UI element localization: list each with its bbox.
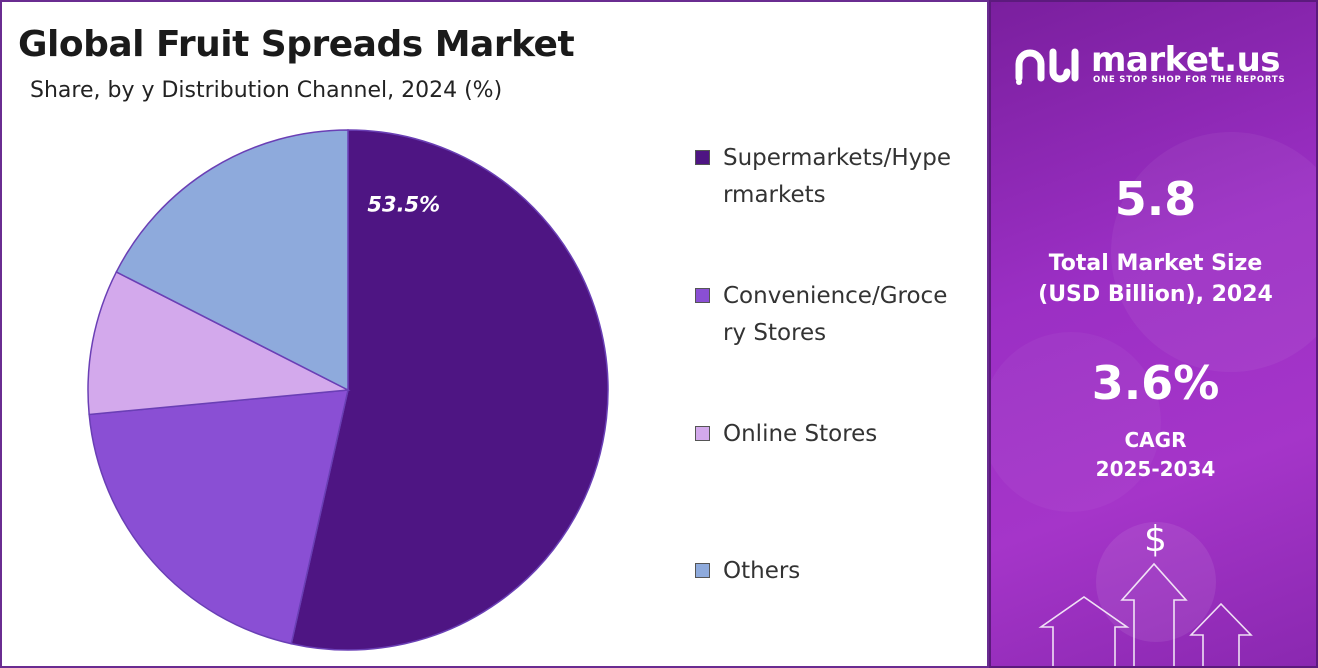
summary-sidebar: market.us ONE STOP SHOP FOR THE REPORTS … [989,0,1318,668]
pie-slice-4 [115,129,349,392]
market-size-value: 5.8 [1114,172,1197,226]
legend-label: Others [723,558,801,584]
chart-panel: Global Fruit Spreads Market Share, by y … [0,0,989,668]
legend-swatch [695,426,710,441]
pie-chart: 53.5% [87,129,609,651]
pie-slice-3 [87,270,351,416]
background-decoration [991,132,1316,666]
pie-slice-2 [88,389,349,645]
market-us-logo-icon [1015,48,1079,85]
brand-logo: market.us ONE STOP SHOP FOR THE REPORTS [1011,40,1301,92]
brand-name: market.us [1091,40,1281,80]
arrow-up-center-icon [1120,562,1188,666]
dollar-icon: $ [1144,519,1167,560]
chart-subtitle: Share, by y Distribution Channel, 2024 (… [30,78,503,103]
brand-tagline: ONE STOP SHOP FOR THE REPORTS [1093,75,1286,85]
cagr-value: 3.6% [1091,356,1220,410]
cagr-label-line2: 2025-2034 [1095,457,1216,481]
legend-label: Convenience/Grocery Stores [723,283,948,346]
legend-label: Online Stores [723,421,878,447]
legend-label: Supermarkets/Hypermarkets [723,145,951,208]
pie-data-label-1: 53.5% [367,192,440,216]
arrow-up-left-icon [1038,596,1130,666]
cagr-label-line1: CAGR [1124,428,1187,452]
legend-swatch [695,563,710,578]
market-size-label-line1: Total Market Size [1048,251,1263,276]
legend-swatch [695,150,710,165]
chart-title: Global Fruit Spreads Market [18,24,575,65]
arrow-up-right-icon [1189,602,1253,666]
legend-swatch [695,288,710,303]
market-size-label-line2: (USD Billion), 2024 [1038,282,1273,307]
pie-slice-1 [290,129,609,651]
